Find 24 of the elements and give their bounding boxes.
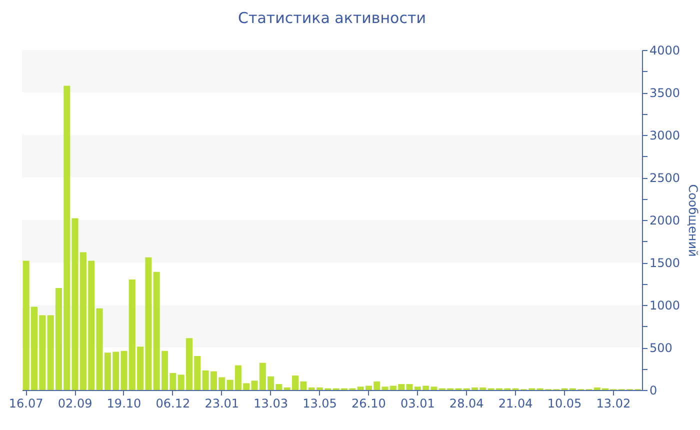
y-tick-label: 500 <box>650 341 672 355</box>
y-tick-label: 3000 <box>650 128 680 142</box>
y-tick-label: 2500 <box>650 171 680 185</box>
x-tick-label: 13.05 <box>302 396 337 410</box>
y-tick-label: 3500 <box>650 86 680 100</box>
x-tick-label: 23.01 <box>204 396 240 410</box>
x-tick-label: 03.01 <box>400 396 435 410</box>
x-tick-label: 13.02 <box>596 396 631 410</box>
x-tick-label: 21.04 <box>498 396 533 410</box>
y-tick-label: 4000 <box>650 44 680 58</box>
y-tick-label: 1500 <box>650 256 680 270</box>
x-tick-label: 06.12 <box>156 396 190 410</box>
y-axis-title: Сообщений <box>686 184 700 257</box>
x-tick-label: 26.10 <box>352 396 386 410</box>
chart-title: Статистика активности <box>238 9 426 27</box>
x-tick-label: 10.05 <box>547 396 582 410</box>
y-tick-label: 2000 <box>650 214 680 228</box>
x-tick-label: 13.03 <box>254 396 288 410</box>
x-tick-label: 02.09 <box>58 396 92 410</box>
y-tick-label: 1000 <box>650 298 680 312</box>
x-tick-label: 19.10 <box>106 396 142 410</box>
x-tick-label: 28.04 <box>449 396 484 410</box>
y-tick-label: 0 <box>650 384 658 398</box>
x-tick-label: 16.07 <box>8 396 44 410</box>
